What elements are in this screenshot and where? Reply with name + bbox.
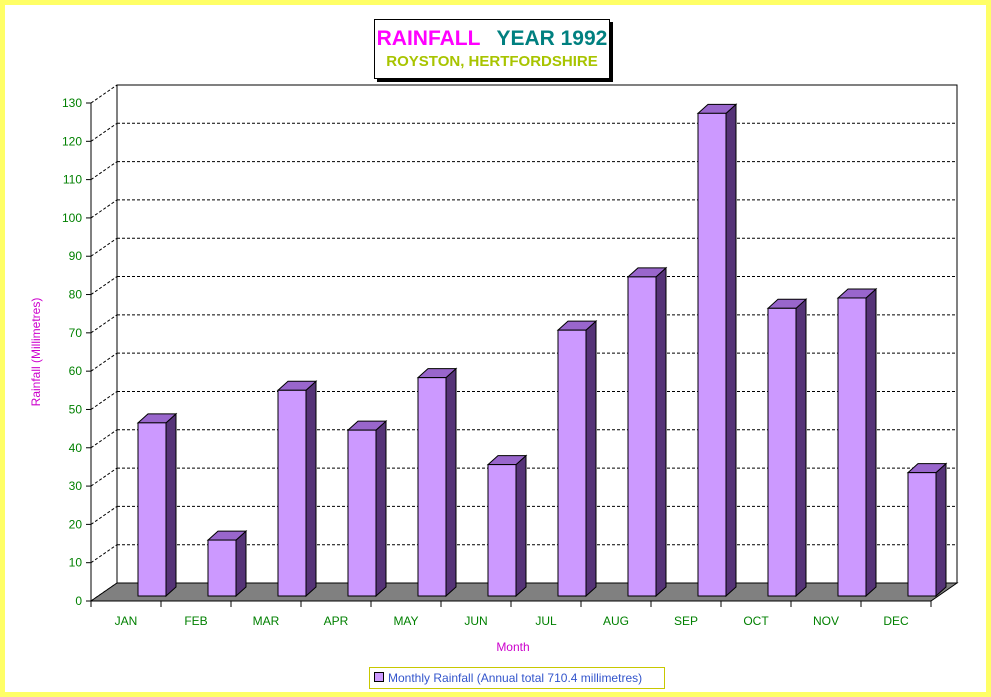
bar xyxy=(557,329,587,597)
bar-oct xyxy=(766,298,808,598)
x-tick-label: SEP xyxy=(674,614,698,628)
bar xyxy=(347,429,377,597)
y-tick-label: 60 xyxy=(69,364,83,378)
y-tick-label: 30 xyxy=(69,479,83,493)
y-tick-label: 40 xyxy=(69,441,83,455)
gridline-side xyxy=(90,237,118,257)
bar xyxy=(837,297,867,597)
bar xyxy=(907,472,937,597)
bar xyxy=(697,112,727,597)
x-tick-label: MAR xyxy=(253,614,280,628)
bar-sep xyxy=(696,103,738,598)
x-tick-label: JUN xyxy=(464,614,487,628)
bars xyxy=(136,103,948,598)
x-tick-label: OCT xyxy=(743,614,769,628)
chart-title-box: RAINFALL YEAR 1992 ROYSTON, HERTFORDSHIRE xyxy=(374,19,610,79)
bar-side xyxy=(375,420,387,598)
tick-labels: 0 10 20 30 40 50 60 70 80 90 100 110 120 130 JAN FEB MAR… xyxy=(62,96,909,628)
y-tick-label: 70 xyxy=(69,326,83,340)
bar-jan xyxy=(136,412,178,598)
bar-side xyxy=(725,103,737,598)
chart-title: RAINFALL xyxy=(376,27,481,50)
gridline-side xyxy=(90,199,118,219)
x-tick-label: DEC xyxy=(883,614,909,628)
back-wall xyxy=(116,84,958,584)
x-tick-label: APR xyxy=(324,614,349,628)
bar xyxy=(277,389,307,597)
bar-dec xyxy=(906,462,948,598)
chart-subtitle: ROYSTON, HERTFORDSHIRE xyxy=(386,53,598,70)
bar-side xyxy=(935,462,947,598)
bar xyxy=(207,539,237,597)
gridline-side xyxy=(90,314,118,334)
bar-side xyxy=(655,266,667,598)
bar xyxy=(767,307,797,597)
x-tick-label: FEB xyxy=(184,614,207,628)
bar-side xyxy=(795,298,807,598)
y-tick-label: 20 xyxy=(69,517,83,531)
bar-jul xyxy=(556,320,598,598)
x-tick-label: MAY xyxy=(393,614,418,628)
chart-title-line: RAINFALL YEAR 1992 xyxy=(375,26,609,52)
x-tick-label: AUG xyxy=(603,614,629,628)
gridline-side xyxy=(90,544,118,564)
bar-mar xyxy=(276,380,318,598)
legend: Monthly Rainfall (Annual total 710.4 mil… xyxy=(369,667,665,689)
y-axis-label: Rainfall (Millimetres) xyxy=(29,298,43,407)
bar-feb xyxy=(206,529,248,598)
gridline-side xyxy=(90,161,118,181)
gridline-side xyxy=(90,352,118,372)
gridline-side xyxy=(90,84,118,104)
legend-entry: Monthly Rainfall (Annual total 710.4 mil… xyxy=(388,671,643,685)
bar-side xyxy=(235,529,247,598)
bar xyxy=(487,464,517,597)
x-tick-label: JUL xyxy=(535,614,557,628)
bar xyxy=(417,377,447,597)
x-tick-label: NOV xyxy=(813,614,839,628)
y-tick-label: 10 xyxy=(69,556,83,570)
x-axis-label: Month xyxy=(496,640,529,654)
bar-side xyxy=(305,380,317,598)
bar-apr xyxy=(346,420,388,598)
bar xyxy=(137,422,167,597)
bar-side xyxy=(445,367,457,598)
y-tick-label: 50 xyxy=(69,402,83,416)
y-tick-label: 100 xyxy=(62,211,82,225)
legend-swatch xyxy=(374,672,384,682)
y-tick-label: 120 xyxy=(62,134,82,148)
x-tick-label: JAN xyxy=(115,614,138,628)
bar-side xyxy=(585,320,597,598)
y-tick-label: 110 xyxy=(63,173,82,187)
bar xyxy=(627,276,657,597)
gridline-side xyxy=(90,467,118,487)
chart-title-year: YEAR 1992 xyxy=(496,27,608,50)
y-tick-label: 90 xyxy=(69,249,83,263)
bar-nov xyxy=(836,287,878,598)
gridline-side xyxy=(90,505,118,525)
y-tick-label: 80 xyxy=(69,288,83,302)
bar-aug xyxy=(626,266,668,598)
bar-jun xyxy=(486,454,528,598)
bar-may xyxy=(416,367,458,598)
y-tick-label: 130 xyxy=(62,96,82,110)
gridline-side xyxy=(90,276,118,295)
gridline-side xyxy=(90,429,118,449)
gridline-side xyxy=(90,391,118,410)
bar-side xyxy=(865,287,877,598)
gridline-side xyxy=(90,122,118,142)
bar-side xyxy=(165,412,177,598)
y-tick-label: 0 xyxy=(75,594,82,608)
bar-side xyxy=(515,454,527,598)
